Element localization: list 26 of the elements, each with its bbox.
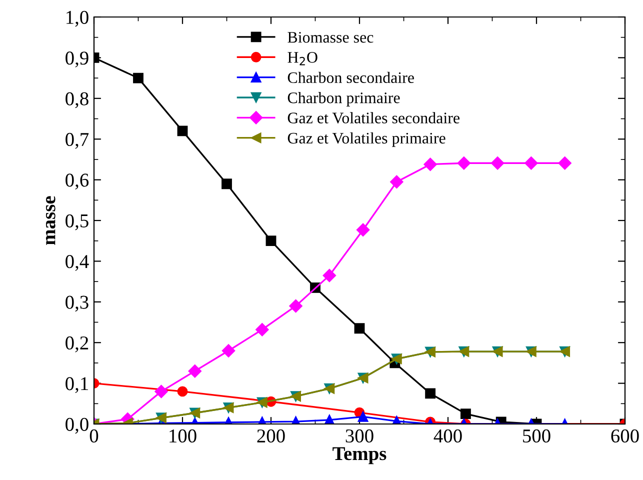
x-tick-label: 0 <box>90 429 98 443</box>
y-tick-label: 0,1 <box>66 377 88 394</box>
x-tick-label: 300 <box>346 429 374 443</box>
y-tick-label: 0,6 <box>66 174 89 190</box>
x-axis-title: Temps <box>332 447 386 464</box>
y-tick-label: 0,0 <box>66 418 88 434</box>
x-tick-label: 200 <box>257 429 285 443</box>
y-tick-label: 0,5 <box>66 214 88 230</box>
legend-label: H$_{2}$O <box>288 52 318 66</box>
x-tick-label: 600 <box>611 429 639 443</box>
x-tick-label: 100 <box>170 429 196 443</box>
y-tick-label: 0,9 <box>66 52 88 68</box>
y-tick-label: 0,3 <box>66 296 88 312</box>
y-tick-label: 0,2 <box>66 336 88 352</box>
legend-label: Charbon secondaire <box>288 72 414 84</box>
y-tick-label: 0,4 <box>66 255 89 271</box>
legend-label: Gaz et Volatiles primaire <box>288 132 446 147</box>
legend-label: Charbon primaire <box>288 92 400 106</box>
legend-label: Biomasse sec <box>288 32 374 43</box>
y-tick-label: 0,8 <box>66 92 88 108</box>
y-tick-label: 1,0 <box>66 10 88 27</box>
legend-label: Gaz et Volatiles secondaire <box>288 112 460 124</box>
x-tick-label: 400 <box>434 429 462 443</box>
y-axis-title: masse <box>46 196 56 245</box>
x-tick-label: 500 <box>523 429 550 443</box>
y-tick-label: 0,7 <box>66 132 89 149</box>
